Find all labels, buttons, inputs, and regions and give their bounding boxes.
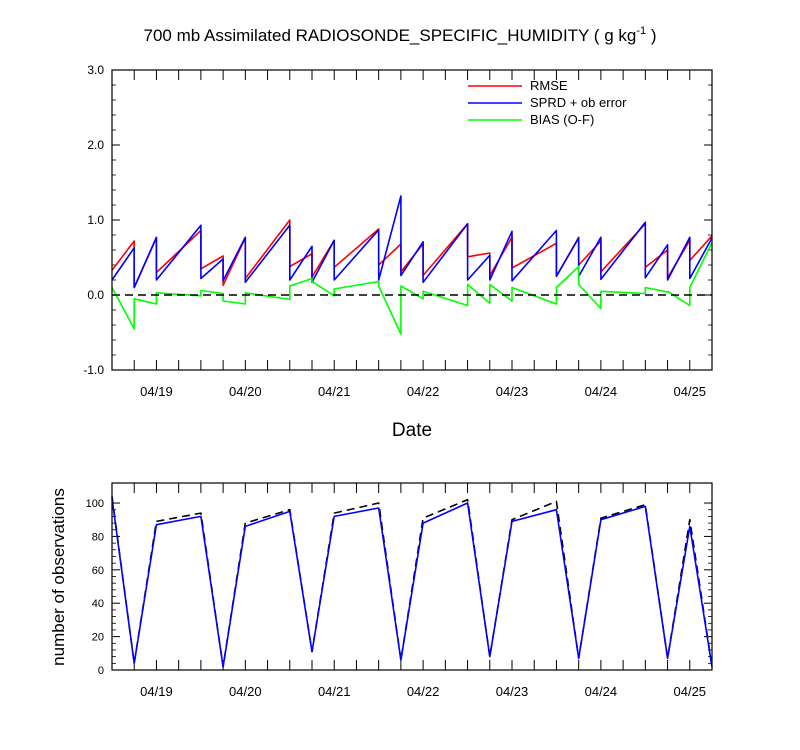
chart-title: 700 mb Assimilated RADIOSONDE_SPECIFIC_H… <box>144 25 657 45</box>
legend-rmse-label: RMSE <box>530 78 568 93</box>
bottom-y-axis-label: number of observations <box>49 488 68 666</box>
top-y-tick-label: 2.0 <box>87 138 104 152</box>
bottom-x-tick-label: 04/20 <box>229 684 262 699</box>
bottom-x-tick-label: 04/23 <box>496 684 529 699</box>
bottom-x-tick-label: 04/25 <box>674 684 707 699</box>
bottom-plot-frame <box>111 482 713 671</box>
top-y-tick-label: 1.0 <box>87 213 104 227</box>
bottom-y-tick-label: 80 <box>92 531 104 543</box>
top-y-tick-label: 3.0 <box>87 63 104 77</box>
top-y-tick-label: 0.0 <box>87 288 104 302</box>
top-plot: -1.0 0.0 1.0 2.0 3.0 04/19 04/20 04/21 04/22 04/2… <box>83 63 713 399</box>
top-x-tick-label: 04/20 <box>229 384 262 399</box>
top-y-tick-label: -1.0 <box>83 363 104 377</box>
top-plot-frame <box>111 69 713 371</box>
legend-sprd-label: SPRD + ob error <box>530 95 627 110</box>
bottom-series-assimilated-observations <box>111 497 713 668</box>
bottom-x-tick-label: 04/19 <box>140 684 173 699</box>
bottom-y-tick-label: 20 <box>92 632 104 644</box>
bottom-x-tick-label: 04/24 <box>585 684 618 699</box>
top-x-tick-label: 04/21 <box>318 384 351 399</box>
top-series-sprd-ob-error <box>111 195 713 289</box>
title-end: ) <box>646 26 656 45</box>
top-series-bias-o-f <box>111 242 713 335</box>
top-x-axis-label: Date <box>392 420 432 441</box>
bottom-y-tick-label: 60 <box>92 565 104 577</box>
top-x-tick-label: 04/22 <box>407 384 440 399</box>
bottom-y-tick-label: 100 <box>86 498 104 510</box>
top-x-tick-label: 04/25 <box>674 384 707 399</box>
legend-bias-label: BIAS (O-F) <box>530 112 594 127</box>
top-x-tick-label: 04/19 <box>140 384 173 399</box>
top-x-tick-label: 04/24 <box>585 384 618 399</box>
top-x-tick-label: 04/23 <box>496 384 529 399</box>
bottom-y-tick-label: 40 <box>92 598 104 610</box>
bottom-x-tick-label: 04/21 <box>318 684 351 699</box>
bottom-y-tick-label: 0 <box>98 665 104 677</box>
legend: RMSE SPRD + ob error BIAS (O-F) <box>468 78 627 127</box>
bottom-plot: 0 20 40 60 80 100 04/19 04/20 04/21 04/22 04/23 04/… <box>86 483 713 699</box>
bottom-x-tick-label: 04/22 <box>407 684 440 699</box>
title-superscript: -1 <box>636 25 646 37</box>
